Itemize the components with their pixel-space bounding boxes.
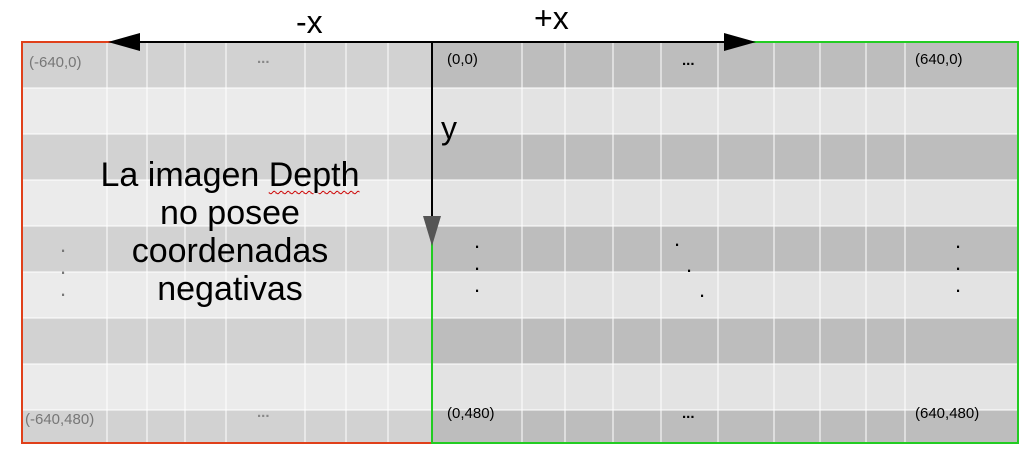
negative-grid-row xyxy=(22,88,432,134)
negative-grid-row xyxy=(22,180,432,226)
negative-region-note: La imagen Depth no posee coordenadas neg… xyxy=(60,156,400,308)
note-line-1a: La imagen xyxy=(100,156,269,194)
note-line-2: no posee xyxy=(160,194,300,232)
negative-grid-row xyxy=(22,318,432,364)
negative-grid-row xyxy=(22,134,432,180)
diagonal-dot-1: . xyxy=(674,226,681,251)
coord-right-bottom: (640,480) xyxy=(915,405,980,422)
negative-grid-row xyxy=(22,226,432,272)
coord-origin-bottom: (0,480) xyxy=(447,405,495,422)
pos-x-arrowhead xyxy=(724,33,756,51)
coord-origin: (0,0) xyxy=(447,51,478,68)
positive-grid-row xyxy=(432,410,1018,443)
positive-grid-row xyxy=(432,134,1018,180)
pos-x-label: +x xyxy=(534,0,569,36)
y-label: y xyxy=(441,110,457,146)
vertical-dots-origin-col: ... xyxy=(474,228,481,297)
vertical-dots-right: ... xyxy=(955,228,962,297)
y-arrowhead xyxy=(423,216,441,246)
ellipsis-left-bottom: ... xyxy=(257,404,270,421)
neg-x-arrowhead xyxy=(108,33,140,51)
diagonal-dot-3: . xyxy=(699,277,706,302)
negative-region-grid xyxy=(22,42,432,443)
positive-grid-row xyxy=(432,226,1018,272)
neg-x-label: -x xyxy=(296,4,323,40)
vertical-dots-left: ... xyxy=(60,232,67,301)
coord-left-top: (-640,0) xyxy=(29,54,82,71)
positive-grid-row xyxy=(432,364,1018,410)
coord-right-top: (640,0) xyxy=(915,51,963,68)
negative-grid-row xyxy=(22,364,432,410)
diagonal-dot-2: . xyxy=(686,252,693,277)
positive-grid-row xyxy=(432,272,1018,318)
negative-grid-row xyxy=(22,272,432,318)
positive-grid-row xyxy=(432,88,1018,134)
negative-grid-row xyxy=(22,410,432,443)
coord-left-bottom: (-640,480) xyxy=(25,411,95,428)
negative-grid-row xyxy=(22,42,432,88)
ellipsis-right-bottom: ... xyxy=(682,405,695,422)
positive-grid-row xyxy=(432,318,1018,364)
ellipsis-left-top: ... xyxy=(257,50,270,67)
positive-region-grid xyxy=(432,42,1018,443)
positive-grid-row xyxy=(432,180,1018,226)
note-line-3: coordenadas xyxy=(131,232,329,270)
note-line-4: negativas xyxy=(157,270,303,308)
note-line-1b: Depth xyxy=(268,156,360,194)
ellipsis-right-top: ... xyxy=(682,52,695,69)
note-line-1: La imagen Depth xyxy=(60,156,400,194)
